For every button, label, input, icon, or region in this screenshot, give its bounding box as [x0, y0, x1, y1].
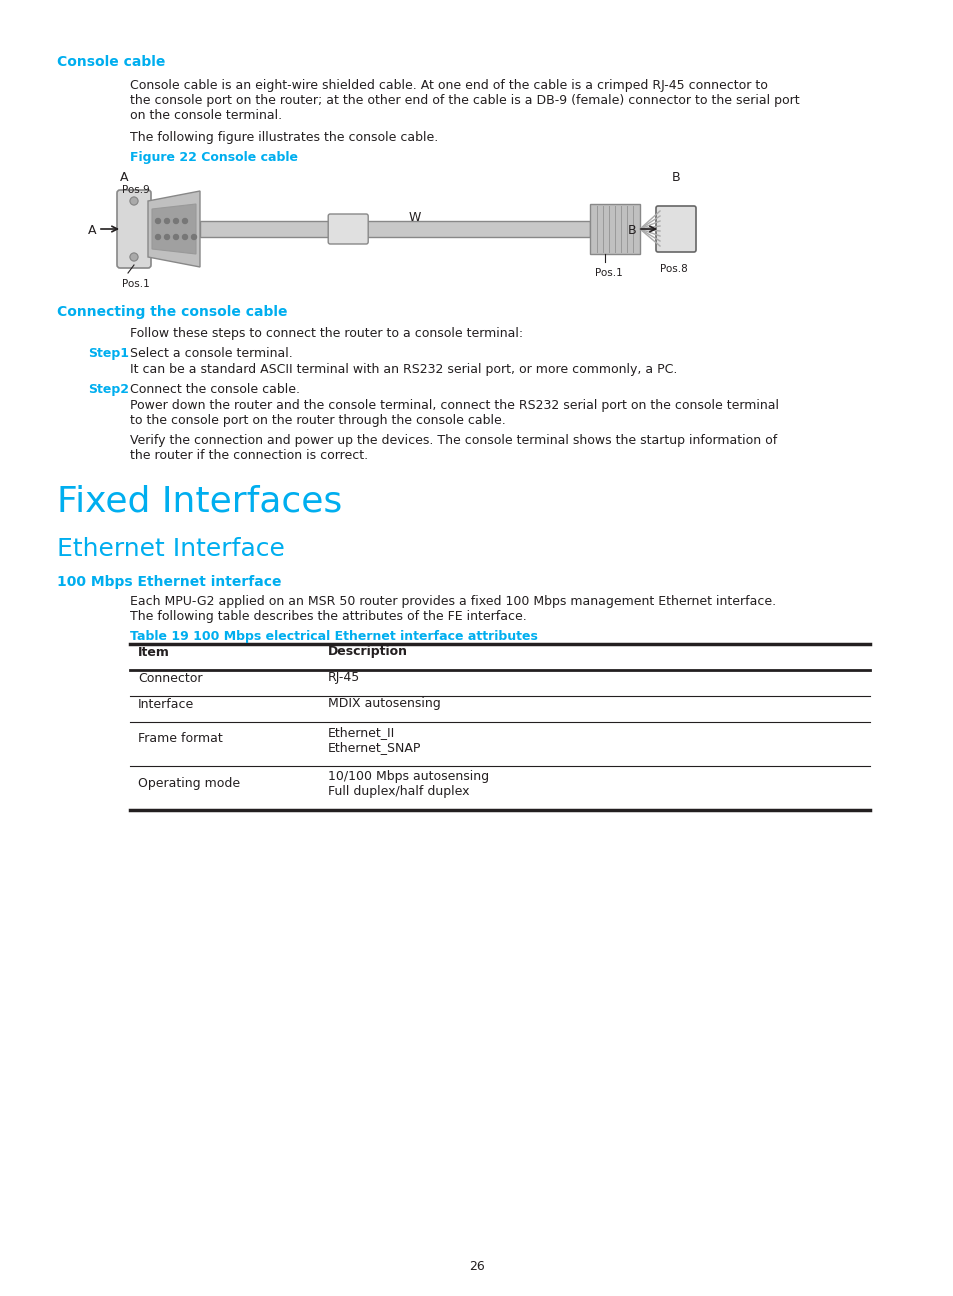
Circle shape — [173, 219, 178, 223]
Text: RJ-45: RJ-45 — [328, 671, 360, 684]
Text: Connecting the console cable: Connecting the console cable — [57, 305, 287, 319]
Text: to the console port on the router through the console cable.: to the console port on the router throug… — [130, 413, 505, 426]
Text: Operating mode: Operating mode — [138, 776, 240, 789]
Text: B: B — [671, 171, 679, 184]
Bar — [589, 203, 639, 254]
Text: Pos.9: Pos.9 — [122, 185, 150, 194]
Text: Pos.1: Pos.1 — [122, 279, 150, 289]
Polygon shape — [148, 191, 200, 267]
Text: Fixed Interfaces: Fixed Interfaces — [57, 485, 342, 518]
Circle shape — [155, 219, 160, 223]
Text: 10/100 Mbps autosensing: 10/100 Mbps autosensing — [328, 770, 489, 783]
Text: 100 Mbps Ethernet interface: 100 Mbps Ethernet interface — [57, 575, 281, 588]
Text: Full duplex/half duplex: Full duplex/half duplex — [328, 785, 469, 798]
Text: Each MPU-G2 applied on an MSR 50 router provides a fixed 100 Mbps management Eth: Each MPU-G2 applied on an MSR 50 router … — [130, 595, 776, 608]
Text: Connector: Connector — [138, 671, 202, 684]
Text: It can be a standard ASCII terminal with an RS232 serial port, or more commonly,: It can be a standard ASCII terminal with… — [130, 363, 677, 376]
Circle shape — [130, 253, 138, 260]
Text: the console port on the router; at the other end of the cable is a DB-9 (female): the console port on the router; at the o… — [130, 95, 799, 108]
Text: Ethernet_II: Ethernet_II — [328, 726, 395, 739]
Text: Ethernet_SNAP: Ethernet_SNAP — [328, 741, 421, 754]
Text: Interface: Interface — [138, 697, 194, 710]
Text: Figure 22 Console cable: Figure 22 Console cable — [130, 152, 297, 165]
Text: Console cable is an eight-wire shielded cable. At one end of the cable is a crim: Console cable is an eight-wire shielded … — [130, 79, 767, 92]
FancyBboxPatch shape — [117, 191, 151, 268]
Circle shape — [164, 235, 170, 240]
FancyBboxPatch shape — [328, 214, 368, 244]
Text: 26: 26 — [469, 1260, 484, 1273]
Text: Verify the connection and power up the devices. The console terminal shows the s: Verify the connection and power up the d… — [130, 434, 777, 447]
Text: Follow these steps to connect the router to a console terminal:: Follow these steps to connect the router… — [130, 327, 522, 340]
Text: Description: Description — [328, 645, 408, 658]
Circle shape — [155, 235, 160, 240]
Text: MDIX autosensing: MDIX autosensing — [328, 697, 440, 710]
Text: A: A — [88, 224, 96, 237]
Text: Frame format: Frame format — [138, 732, 222, 745]
Text: W: W — [409, 211, 420, 224]
Circle shape — [173, 235, 178, 240]
Text: Table 19 100 Mbps electrical Ethernet interface attributes: Table 19 100 Mbps electrical Ethernet in… — [130, 630, 537, 643]
Bar — [200, 222, 589, 237]
Text: Power down the router and the console terminal, connect the RS232 serial port on: Power down the router and the console te… — [130, 399, 779, 412]
Text: Pos.8: Pos.8 — [659, 264, 687, 273]
Text: Pos.1: Pos.1 — [595, 268, 622, 279]
Text: Console cable: Console cable — [57, 54, 165, 69]
FancyBboxPatch shape — [656, 206, 696, 251]
Text: Item: Item — [138, 645, 170, 658]
Text: Step1: Step1 — [88, 347, 129, 360]
Circle shape — [130, 197, 138, 205]
Text: Connect the console cable.: Connect the console cable. — [130, 384, 299, 397]
Polygon shape — [152, 203, 195, 254]
Text: Select a console terminal.: Select a console terminal. — [130, 347, 293, 360]
Circle shape — [192, 235, 196, 240]
Text: the router if the connection is correct.: the router if the connection is correct. — [130, 448, 368, 461]
Text: Step2: Step2 — [88, 384, 129, 397]
Text: B: B — [627, 224, 636, 237]
Text: on the console terminal.: on the console terminal. — [130, 109, 282, 122]
Text: The following figure illustrates the console cable.: The following figure illustrates the con… — [130, 131, 437, 144]
Circle shape — [164, 219, 170, 223]
Circle shape — [182, 235, 188, 240]
Circle shape — [182, 219, 188, 223]
Text: The following table describes the attributes of the FE interface.: The following table describes the attrib… — [130, 610, 526, 623]
Text: A: A — [120, 171, 129, 184]
Text: Ethernet Interface: Ethernet Interface — [57, 537, 285, 561]
